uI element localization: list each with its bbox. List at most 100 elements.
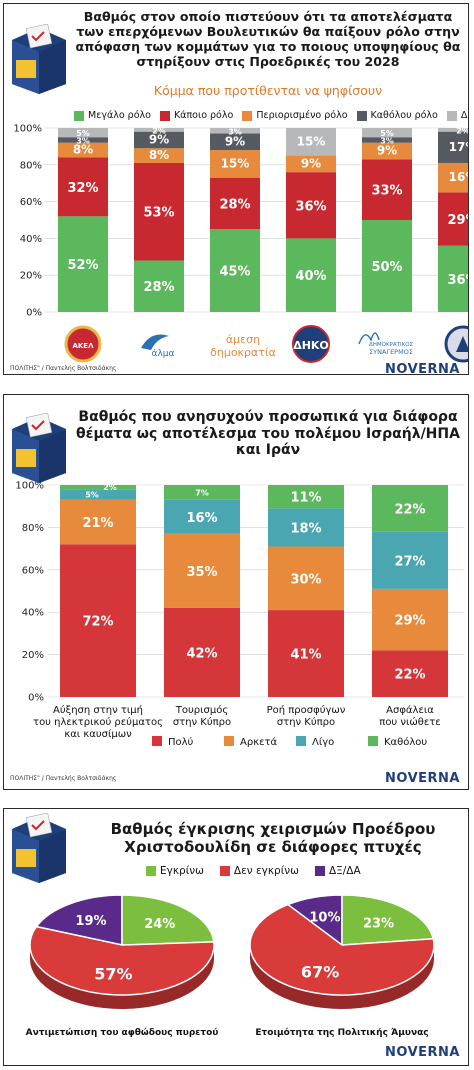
- chart2-plot: 0% 20% 40% 60% 80% 100% 72% 21% 5% 2% Αύξηση στην …: [15, 481, 464, 748]
- data-label: 28%: [143, 280, 174, 295]
- bar-segment: [58, 216, 108, 312]
- y-tick-label: 40%: [22, 608, 44, 619]
- data-label: 33%: [371, 184, 402, 199]
- legend-label: Αρκετά: [240, 736, 278, 748]
- pie-slice: [249, 903, 435, 996]
- y-tick-label: 0%: [26, 308, 42, 319]
- diko-logo-text: ΔΗΚΟ: [293, 339, 329, 352]
- bar-segment: [438, 162, 468, 193]
- data-label: 9%: [377, 144, 397, 158]
- pie-label: Αντιμετώπιση του αφθώδους πυρετού: [26, 1027, 219, 1038]
- bar-segment: [134, 162, 184, 261]
- bar-segment: [286, 155, 336, 173]
- bar-segment: [134, 260, 184, 312]
- bar-segment: [164, 485, 240, 500]
- data-label: 9%: [225, 134, 245, 148]
- legend-label: ΔΞ/ΔΑ: [328, 865, 361, 877]
- akel-logo-text: ΑΚΕΛ: [72, 342, 94, 350]
- legend-item: Περιορισμένο ρόλο: [242, 110, 348, 121]
- elam-logo-icon: [444, 325, 468, 363]
- bar-segment: [362, 159, 412, 220]
- legend-label: Καθόλου ρόλο: [370, 110, 438, 121]
- data-label: 41%: [290, 648, 321, 663]
- data-label: 2%: [152, 126, 166, 135]
- y-tick-label: 60%: [22, 565, 44, 576]
- bar-segment: [210, 177, 260, 230]
- disy-logo-text: ΔΗΜΟΚΡΑΤΙΚΟΣ: [369, 342, 414, 348]
- legend-item: Καθόλου ρόλο: [356, 110, 438, 121]
- credit: ΠΟΛΙΤΗΣ" / Παντελής Βολτσιδάκης: [10, 365, 117, 372]
- legend-label: Περιορισμένο ρόλο: [256, 110, 348, 121]
- y-tick-label: 20%: [22, 650, 44, 661]
- data-label: 30%: [290, 572, 321, 587]
- bar-segment: [372, 588, 448, 651]
- bar-segment: [362, 137, 412, 143]
- chart3-plot: 19% 24% 57% Αντιμετώπιση του αφθώδους πυρετ…: [26, 894, 435, 1038]
- legend-item: ΔΞ/ΔΑ: [314, 865, 361, 877]
- bar-segment: [438, 131, 468, 163]
- pie-slice: [341, 894, 435, 946]
- y-tick-label: 100%: [15, 481, 44, 492]
- pie-slice: [121, 894, 215, 946]
- bar-segment: [134, 128, 184, 132]
- legend-swatch: [314, 866, 325, 876]
- data-label: 36%: [295, 199, 326, 214]
- bar-segment: [210, 150, 260, 178]
- bar-segment: [372, 650, 448, 697]
- data-label: 45%: [219, 265, 250, 280]
- bar-segment: [164, 607, 240, 697]
- data-label: 18%: [290, 521, 321, 536]
- bar-segment: [60, 485, 136, 490]
- bar-segment: [164, 499, 240, 534]
- bar-segment: [286, 172, 336, 239]
- data-label: 5%: [380, 129, 394, 138]
- legend-item: Κάποιο ρόλο: [159, 110, 233, 121]
- x-tick-label: Ασφάλεια: [386, 704, 434, 716]
- bar-segment: [438, 128, 468, 132]
- chart3-title: Βαθμός έγκρισης χειρισμών Προέδρου Χριστ…: [110, 820, 436, 856]
- data-label: 28%: [219, 197, 250, 212]
- data-label: 16%: [449, 170, 469, 184]
- data-label: 29%: [394, 614, 425, 629]
- pie-slice: [29, 925, 215, 996]
- data-label: 23%: [363, 916, 394, 931]
- pie-label: Ετοιμότητα της Πολιτικής Άμυνας: [255, 1027, 428, 1038]
- legend-item: Εγκρίνω: [146, 865, 204, 877]
- akel-logo-icon: [64, 325, 102, 363]
- data-label: 5%: [76, 129, 90, 138]
- x-tick-label: και καυσίμων: [64, 728, 132, 740]
- legend-swatch: [159, 110, 170, 121]
- legend-swatch: [296, 736, 306, 746]
- bar-segment: [60, 499, 136, 545]
- chart2-title: Βαθμός που ανησυχούν προσωπικά για διάφο…: [76, 409, 460, 459]
- bar-segment: [164, 533, 240, 608]
- data-label: 22%: [394, 502, 425, 517]
- disy-logo-icon: [358, 332, 380, 345]
- chart1-subtitle: Κόμμα που προτίθενται να ψηφίσουν: [153, 83, 383, 98]
- diko-logo-icon: [292, 325, 330, 363]
- bar-segment: [58, 142, 108, 158]
- bar-segment: [362, 220, 412, 312]
- bar-segment: [268, 610, 344, 697]
- legend-label: Δεν εγκρίνω: [233, 865, 299, 877]
- bar-segment: [362, 142, 412, 160]
- panel-war-concerns: Βαθμός που ανησυχούν προσωπικά για διάφο…: [3, 394, 469, 790]
- chart1-legend: Μεγάλο ρόλο Κάποιο ρόλο Περιορισμένο ρόλο Κ…: [74, 110, 468, 121]
- data-label: 11%: [290, 491, 321, 506]
- brand-logo: NOVERNA: [385, 771, 460, 786]
- data-label: 7%: [195, 488, 209, 497]
- bar-segment: [286, 128, 336, 156]
- bar-segment: [372, 485, 448, 532]
- credit: ΠΟΛΙΤΗΣ" / Παντελής Βολτσιδάκης: [10, 775, 117, 782]
- bar-segment: [210, 229, 260, 312]
- data-label: 40%: [295, 269, 326, 284]
- alma-logo-icon: [141, 334, 169, 350]
- bar-segment: [268, 485, 344, 509]
- bar-segment: [286, 238, 336, 312]
- data-label: 36%: [447, 273, 469, 288]
- panel-parliamentary-role: Βαθμός στον οποίο πιστεύουν ότι τα αποτε…: [3, 3, 469, 375]
- brand-name: NOVERNA: [385, 771, 460, 786]
- legend-swatch: [146, 866, 156, 876]
- legend-label: Εγκρίνω: [160, 865, 204, 877]
- bar-segment: [268, 546, 344, 611]
